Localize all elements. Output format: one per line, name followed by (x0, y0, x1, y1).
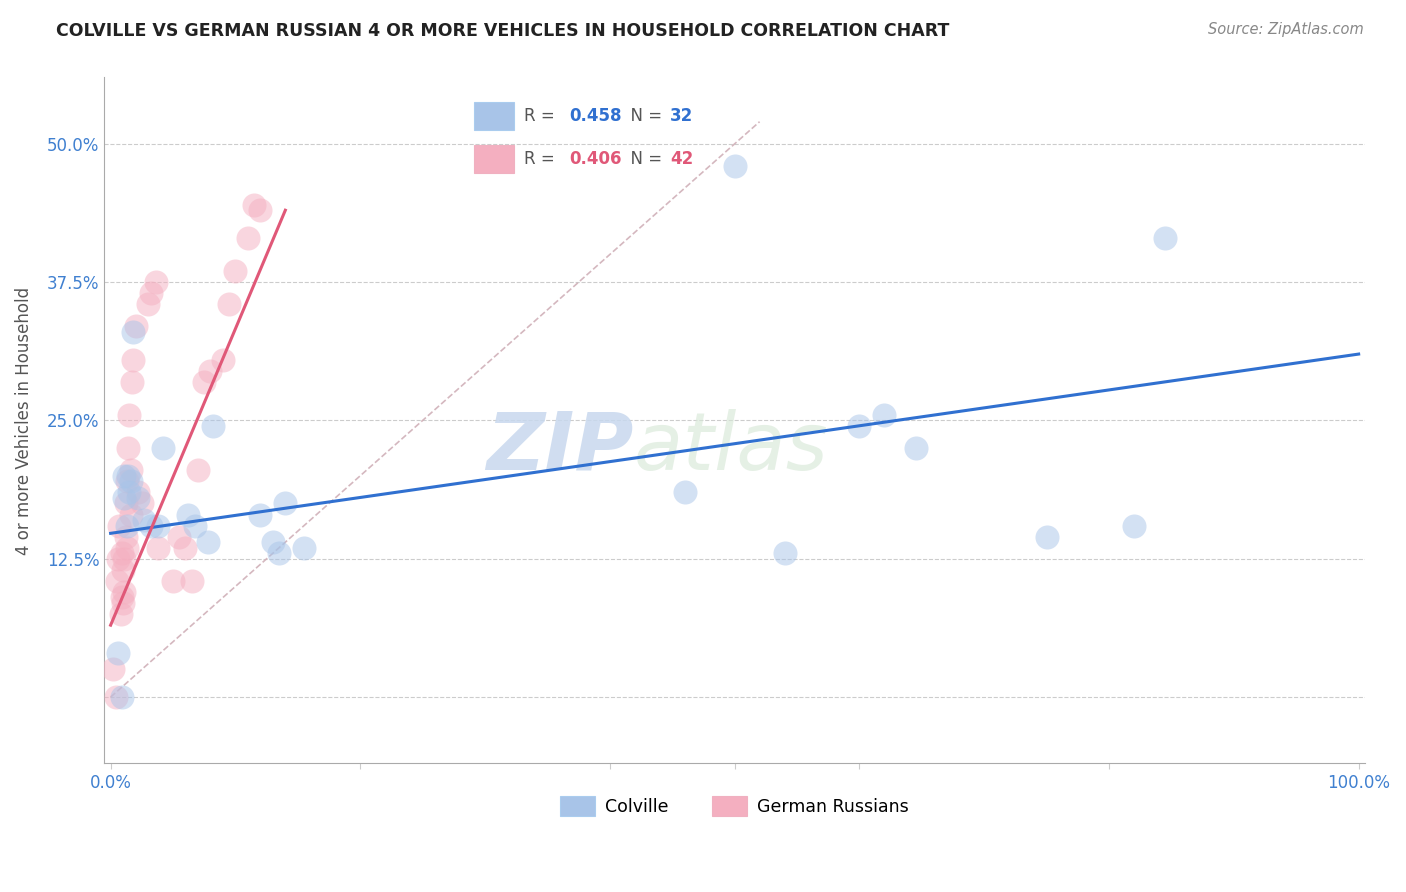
Point (184, 518, 207, 533)
Y-axis label: 4 or more Vehicles in Household: 4 or more Vehicles in Household (15, 286, 32, 555)
Point (120, 508, 142, 522)
Point (104, 690, 127, 704)
Point (212, 352, 235, 367)
Text: COLVILLE VS GERMAN RUSSIAN 4 OR MORE VEHICLES IN HOUSEHOLD CORRELATION CHART: COLVILLE VS GERMAN RUSSIAN 4 OR MORE VEH… (56, 22, 949, 40)
Point (107, 646, 129, 660)
Point (243, 197, 266, 211)
Point (1154, 231, 1177, 245)
Point (197, 535, 219, 549)
Point (107, 551, 129, 566)
Point (146, 541, 169, 555)
Point (292, 541, 315, 555)
Point (723, 159, 745, 173)
Point (201, 419, 224, 434)
Point (224, 264, 246, 278)
Point (108, 518, 131, 533)
Point (115, 541, 138, 555)
Point (111, 546, 134, 560)
Point (121, 375, 143, 389)
Point (167, 530, 190, 544)
Point (174, 541, 197, 555)
Point (127, 485, 149, 500)
Point (269, 546, 291, 560)
Text: atlas: atlas (634, 409, 828, 487)
Point (115, 518, 138, 533)
Point (122, 325, 145, 339)
Point (114, 496, 136, 510)
Text: Source: ZipAtlas.com: Source: ZipAtlas.com (1208, 22, 1364, 37)
Point (112, 585, 135, 599)
Point (120, 463, 142, 477)
Point (1035, 530, 1057, 544)
Point (218, 297, 240, 311)
Point (873, 408, 896, 422)
Point (848, 419, 870, 434)
Point (139, 518, 162, 533)
Point (236, 231, 259, 245)
Legend: Colville, German Russians: Colville, German Russians (553, 789, 917, 823)
Point (101, 662, 124, 676)
Text: ZIP: ZIP (486, 409, 634, 487)
Point (1123, 518, 1146, 533)
Point (112, 468, 135, 483)
Point (177, 508, 200, 522)
Point (124, 319, 146, 334)
Point (122, 352, 145, 367)
Point (120, 475, 142, 489)
Point (136, 297, 159, 311)
Point (111, 591, 134, 605)
Point (134, 513, 156, 527)
Point (105, 574, 128, 588)
Point (193, 375, 215, 389)
Point (673, 485, 696, 500)
Point (115, 475, 138, 489)
Point (110, 607, 132, 621)
Point (904, 441, 927, 455)
Point (162, 574, 184, 588)
Point (112, 563, 135, 577)
Point (152, 441, 174, 455)
Point (773, 546, 796, 560)
Point (139, 286, 162, 301)
Point (145, 275, 167, 289)
Point (180, 574, 202, 588)
Point (262, 535, 284, 549)
Point (249, 508, 271, 522)
Point (114, 530, 136, 544)
Point (146, 518, 169, 533)
Point (200, 364, 222, 378)
Point (111, 690, 134, 704)
Point (112, 596, 135, 610)
Point (118, 408, 141, 422)
Point (117, 468, 139, 483)
Point (249, 203, 271, 218)
Point (127, 491, 149, 505)
Point (187, 463, 209, 477)
Point (117, 441, 139, 455)
Point (274, 496, 297, 510)
Point (118, 485, 141, 500)
Point (112, 551, 135, 566)
Point (112, 491, 135, 505)
Point (131, 496, 153, 510)
